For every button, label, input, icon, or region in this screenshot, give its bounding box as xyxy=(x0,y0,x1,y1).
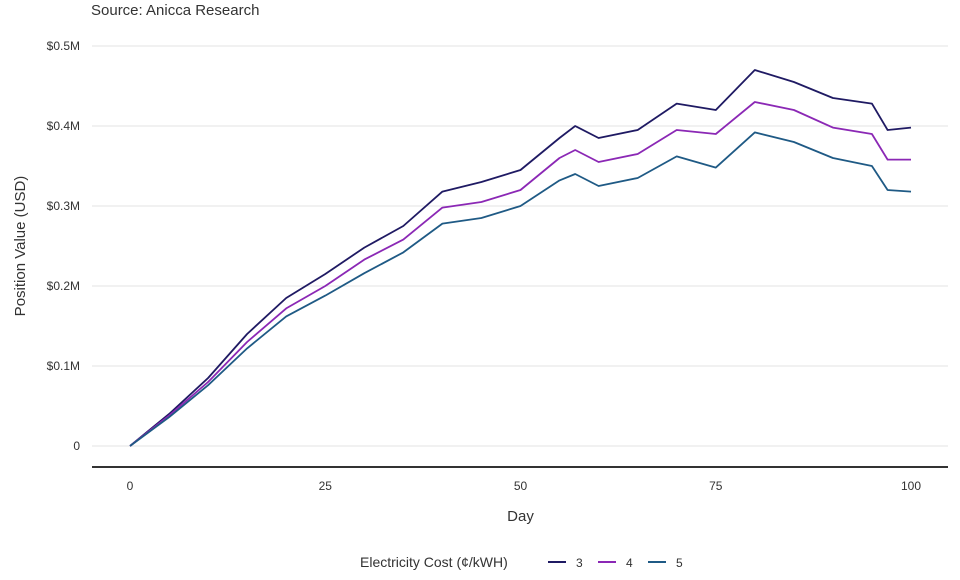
series-line-4 xyxy=(129,101,911,447)
legend-label-4: 4 xyxy=(626,556,633,570)
y-axis-label: Position Value (USD) xyxy=(12,176,29,317)
y-tick-label: $0.1M xyxy=(47,359,80,373)
y-tick-label: $0.4M xyxy=(47,119,80,133)
x-tick-label: 100 xyxy=(901,479,921,493)
x-tick-label: 0 xyxy=(127,479,134,493)
x-tick-label: 75 xyxy=(709,479,723,493)
y-tick-labels: 0 $0.1M $0.2M $0.3M $0.4M $0.5M xyxy=(47,39,81,453)
legend-title: Electricity Cost (¢/kWH) xyxy=(360,554,508,570)
chart-source: Source: Anicca Research xyxy=(91,2,260,19)
x-axis-label: Day xyxy=(507,508,534,525)
gridlines xyxy=(92,45,948,447)
legend-label-5: 5 xyxy=(676,556,683,570)
series-lines xyxy=(129,69,912,447)
series-line-3 xyxy=(129,69,912,447)
x-tick-labels: 0 25 50 75 100 xyxy=(127,479,922,493)
series-line-5 xyxy=(129,131,912,447)
legend: Electricity Cost (¢/kWH) 3 4 5 xyxy=(360,554,683,570)
x-tick-label: 50 xyxy=(514,479,528,493)
y-tick-label: 0 xyxy=(73,439,80,453)
y-tick-label: $0.2M xyxy=(47,279,80,293)
legend-label-3: 3 xyxy=(576,556,583,570)
x-tick-label: 25 xyxy=(319,479,333,493)
y-tick-label: $0.3M xyxy=(47,199,80,213)
y-tick-label: $0.5M xyxy=(47,39,80,53)
